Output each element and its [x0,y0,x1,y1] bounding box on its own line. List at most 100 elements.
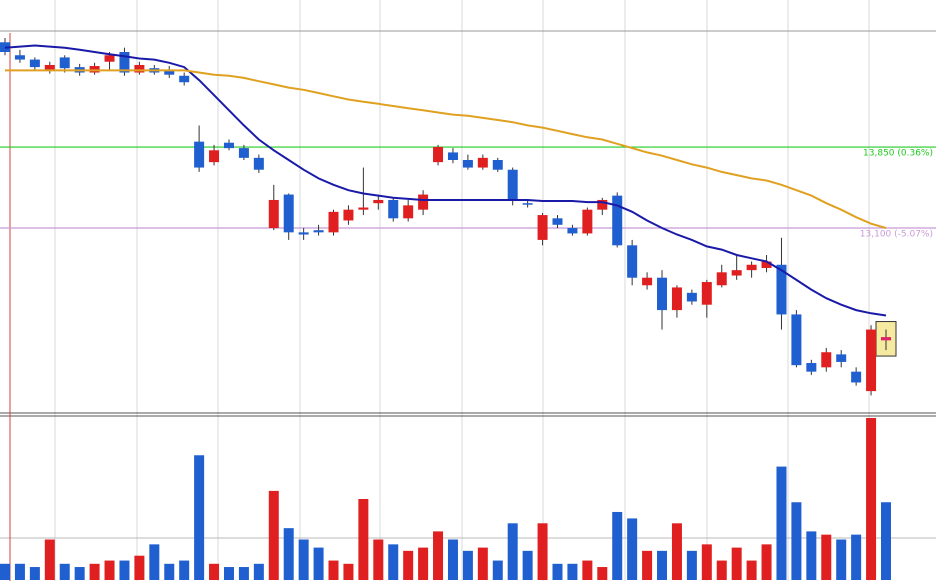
moving-average [5,69,887,229]
volume-bar [179,560,190,580]
candle-body [59,57,70,69]
candle-body [179,75,190,83]
candle-body [238,148,249,158]
volume-bar [671,523,682,580]
candle-body [612,195,623,246]
volume-bar [731,547,742,580]
volume-bar [806,531,817,580]
volume-bar [104,560,115,580]
volume-bar [866,418,877,580]
volume-bar [268,490,279,580]
candle-body [104,55,115,62]
candle-body [89,66,100,73]
volume-bar [253,563,264,580]
candle-body [388,199,399,219]
candle-body [343,209,354,221]
candle-body [582,209,593,234]
volume-bar [313,547,324,580]
candle-body [686,292,697,302]
volume-bar [642,550,653,580]
candle-body [552,218,563,225]
candle-body [492,159,503,170]
candle-body [642,277,653,286]
volume-bar [597,567,608,580]
volume-bar [298,539,309,580]
price-line-label: 13,100 (-5.07%) [860,230,933,240]
volume-bar [462,550,473,580]
volume-bar [627,518,638,580]
candle-body [283,194,294,233]
volume-bar [821,534,832,580]
volume-bar [373,539,384,580]
volume-bar [358,499,369,580]
candle-body [761,261,772,268]
volume-bar [567,563,578,580]
volume-bar [328,560,339,580]
volume-bar [881,502,891,580]
volume-bar [164,563,175,580]
candle-body [194,141,205,168]
volume-bar [716,560,727,580]
candle-body [462,159,473,168]
candle-body [567,228,578,234]
volume-bar [29,567,40,580]
candle-body [881,337,891,341]
candle-body [358,207,369,210]
volume-bar [238,567,249,580]
candle-body [507,169,518,200]
candle-body [776,264,787,315]
candle-body [403,205,414,219]
candle-body [716,272,727,286]
volume-bar [537,523,548,580]
candle-body [866,329,877,392]
volume-bar [851,534,862,580]
volume-bar [657,550,668,580]
candle-body [119,52,130,73]
candle-body [731,270,742,276]
volume-bar [388,544,399,580]
volume-bar [0,563,10,580]
volume-bar [283,528,294,580]
candle-body [44,64,55,71]
candle-body [328,211,339,233]
candle-body [657,277,668,311]
candle-body [851,371,862,383]
volume-bar [686,550,697,580]
candle-body [164,70,175,75]
volume-bar [343,563,354,580]
candle-body [209,150,220,163]
candle-body [627,245,638,278]
volume-bar [612,511,623,580]
candle-body [522,203,533,205]
candle-body [821,352,832,368]
volume-bar [492,560,503,580]
volume-bar [761,544,772,580]
volume-bar [433,531,444,580]
candle-body [477,157,488,168]
volume-bar [74,567,85,580]
volume-bar [791,502,802,580]
volume-bar [836,539,847,580]
volume-bar [447,539,458,580]
moving-average [4,44,887,317]
candle-body [14,55,25,60]
candle-body [373,199,384,204]
candle-body [433,147,444,163]
volume-bar [209,563,220,580]
volume-bar [89,563,100,580]
candle-body [313,230,324,233]
volume-bar [418,547,429,580]
candle-body [253,157,264,170]
volume-bar [44,539,55,580]
volume-bar [522,550,533,580]
price-line-label: 13,850 (0.36%) [863,149,933,159]
volume-bar [134,555,145,580]
candle-body [134,64,145,73]
volume-bar [14,563,25,580]
volume-bar [477,547,488,580]
volume-bar [746,560,757,580]
volume-bar [552,563,563,580]
candle-body [836,354,847,362]
